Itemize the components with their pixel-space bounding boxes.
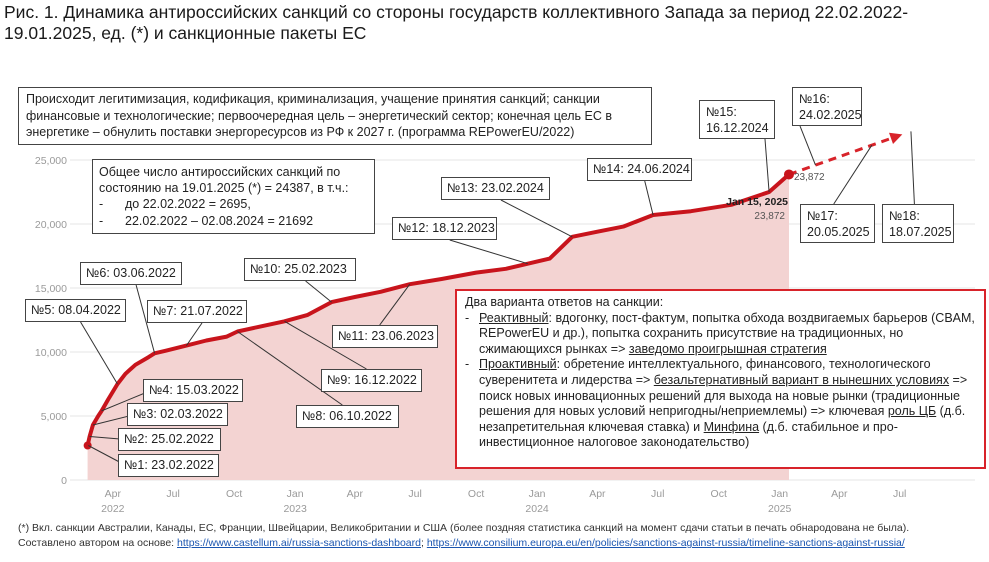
package-label: №15: 16.12.2024: [699, 100, 775, 139]
leader-line: [80, 321, 118, 385]
current-point: [783, 169, 794, 180]
package-label: №12: 18.12.2023: [392, 217, 497, 240]
x-tick-label: Apr: [347, 488, 364, 500]
package-label: №14: 24.06.2024: [587, 158, 692, 181]
source-link-castellum[interactable]: https://www.castellum.ai/russia-sanction…: [177, 537, 421, 549]
package-label: №17: 20.05.2025: [800, 204, 875, 243]
x-tick-label: Jan: [529, 488, 546, 500]
x-tick-label: Jan: [771, 488, 788, 500]
x-tick-label: Jul: [893, 488, 906, 500]
leader-line: [764, 138, 770, 193]
y-tick-label: 10,000: [35, 347, 67, 359]
current-value-label: 23,872: [754, 211, 785, 222]
response-variants-box: Два варианта ответов на санкции: - Реакти…: [455, 289, 986, 469]
package-label: №7: 21.07.2022: [147, 300, 247, 323]
footnote: (*) Вкл. санкции Австралии, Канады, ЕС, …: [18, 521, 909, 551]
x-tick-label: Jul: [408, 488, 421, 500]
start-point: [83, 441, 92, 450]
source-link-consilium[interactable]: https://www.consilium.europa.eu/en/polic…: [426, 537, 905, 549]
footnote-sources: Составлено автором на основе: https://ww…: [18, 537, 905, 549]
response-heading: Два варианта ответов на санкции:: [465, 295, 664, 309]
leader-line: [910, 131, 915, 205]
package-label: №6: 03.06.2022: [80, 262, 182, 285]
package-label: №5: 08.04.2022: [25, 299, 126, 322]
y-tick-label: 5,000: [41, 411, 67, 423]
top-note-box: Происходит легитимизация, кодификация, к…: [18, 87, 652, 145]
total-line: Общее число антироссийских санкций по со…: [99, 165, 349, 195]
x-tick-label: Oct: [226, 488, 242, 500]
package-label: №10: 25.02.2023: [244, 258, 356, 281]
leader-line: [799, 125, 816, 166]
callout-leader-lines: [80, 125, 915, 466]
y-tick-label: 15,000: [35, 283, 67, 295]
leader-line: [379, 283, 411, 326]
x-tick-year: 2023: [283, 503, 307, 515]
package-label: №4: 15.03.2022: [143, 379, 243, 402]
x-tick-label: Apr: [589, 488, 606, 500]
leader-line: [185, 322, 203, 346]
package-label: №9: 16.12.2022: [321, 369, 422, 392]
x-tick-year: 2025: [768, 503, 792, 515]
package-label: №16: 24.02.2025: [792, 87, 862, 126]
leader-line: [284, 320, 367, 370]
y-tick-label: 0: [61, 475, 67, 487]
sanctions-line: [85, 172, 791, 446]
x-tick-label: Oct: [468, 488, 484, 500]
package-label: №8: 06.10.2022: [296, 405, 399, 428]
leader-line: [449, 239, 528, 265]
current-value-label-right: 23,872: [794, 172, 825, 183]
x-tick-year: 2022: [101, 503, 125, 515]
leader-line: [101, 390, 152, 412]
package-label: №3: 02.03.2022: [127, 403, 228, 426]
package-label: №13: 23.02.2024: [441, 177, 550, 200]
forecast-arrow-head: [889, 132, 903, 145]
x-tick-label: Oct: [711, 488, 727, 500]
package-label: №1: 23.02.2022: [118, 454, 219, 477]
x-tick-label: Apr: [105, 488, 122, 500]
package-label: №2: 25.02.2022: [118, 428, 221, 451]
x-tick-label: Jul: [166, 488, 179, 500]
forecast-arrow-line: [788, 136, 892, 176]
x-tick-label: Apr: [831, 488, 848, 500]
chart-title: Рис. 1. Динамика антироссийских санкций …: [4, 2, 909, 43]
leader-line: [237, 331, 343, 406]
leader-line: [500, 199, 573, 238]
response-reactive: - Реактивный: вдогонку, пост-фактум, попы…: [465, 310, 975, 356]
total-sanctions-box: Общее число антироссийских санкций по со…: [92, 159, 375, 234]
y-tick-label: 25,000: [35, 155, 67, 167]
x-tick-label: Jan: [287, 488, 304, 500]
leader-line: [135, 284, 156, 354]
y-axis-ticks: 0 5,000 10,000 15,000 20,000 25,000: [35, 155, 67, 487]
x-axis-ticks: Apr 2022 Jul Oct Jan 2023 Apr Jul Oct Jan 2024 Apr J…: [101, 488, 906, 515]
leader-line: [833, 144, 873, 205]
y-tick-label: 20,000: [35, 219, 67, 231]
total-item: - до 22.02.2022 = 2695,: [99, 197, 251, 211]
leader-line: [305, 280, 332, 303]
footnote-line: (*) Вкл. санкции Австралии, Канады, ЕС, …: [18, 522, 910, 534]
x-tick-year: 2024: [525, 503, 549, 515]
response-proactive: - Проактивный: обретение интеллектуальног…: [465, 357, 968, 450]
leader-line: [644, 180, 654, 216]
current-date-label: Jan 15, 2025: [726, 196, 788, 208]
x-tick-label: Jul: [651, 488, 664, 500]
package-label: №11: 23.06.2023: [332, 325, 438, 348]
package-label: №18: 18.07.2025: [882, 204, 954, 243]
total-item: -22.02.2022 – 02.08.2024 = 21692: [99, 214, 314, 228]
